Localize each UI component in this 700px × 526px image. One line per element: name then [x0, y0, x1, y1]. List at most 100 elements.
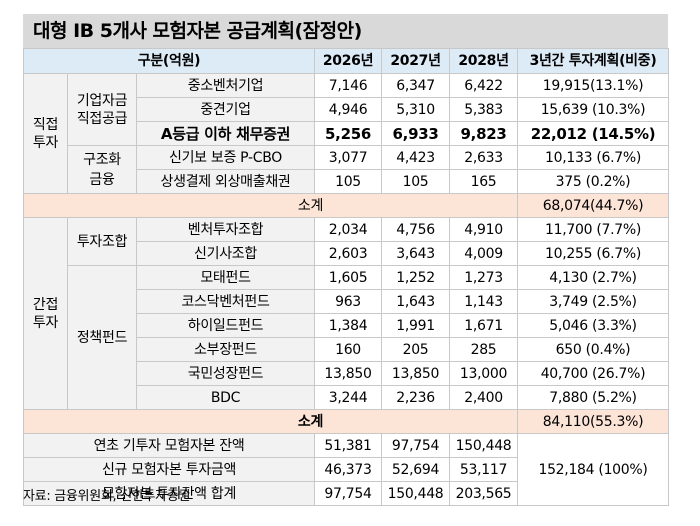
table-row: 중견기업 4,946 5,310 5,383 15,639 (10.3%)	[24, 97, 670, 122]
cell-2026: 13,850	[314, 361, 383, 386]
row-name: 소부장펀드	[135, 337, 316, 362]
cell-2028: 2,633	[449, 145, 519, 170]
cell-2028: 4,009	[449, 241, 519, 266]
direct-group2-label: 구조화 금융	[67, 145, 137, 194]
cell-2026: 1,605	[314, 265, 383, 290]
summary-row: 연초 기투자 모험자본 잔액 51,381 97,754 150,448 152…	[22, 433, 670, 506]
cell-2027: 1,991	[381, 313, 451, 338]
row-name: 상생결제 외상매출채권	[135, 169, 316, 194]
cell-total: 10,255 (6.7%)	[517, 241, 670, 266]
cell-2026: 3,077	[314, 145, 383, 170]
cell-2028: 13,000	[449, 361, 519, 386]
row-name: 신기보 보증 P-CBO	[135, 145, 316, 170]
cell-2027: 13,850	[381, 361, 451, 386]
table-row: 정책펀드 모태펀드 1,605 1,252 1,273 4,130 (2.7%)	[24, 265, 670, 410]
cell-2026: 3,244	[314, 385, 383, 410]
subtotal-label: 소계	[22, 193, 519, 218]
header-2026: 2026년	[314, 48, 383, 74]
cell-total: 15,639 (10.3%)	[517, 97, 670, 122]
cell-2026: 2,034	[314, 217, 383, 242]
row-name: 코스닥벤처펀드	[135, 289, 316, 314]
summary-row: 신규 모험자본 투자금액 46,373 52,694 53,117	[22, 457, 669, 482]
cell-2028: 1,671	[449, 313, 519, 338]
row-name: 벤처투자조합	[135, 217, 316, 242]
table-row: 직접 투자 기업자금 직접공급 중소벤처기업 7,146 6,347 6,422…	[23, 73, 670, 194]
header-2027: 2027년	[381, 48, 451, 74]
row-name: 신기사조합	[135, 241, 316, 266]
cell-2026: 4,946	[314, 97, 383, 122]
cell-2026: 105	[314, 169, 383, 194]
summary-row: 모함자본 투자잔액 합계 97,754 150,448 203,565	[22, 481, 669, 506]
cell-2027: 2,236	[381, 385, 451, 410]
cell-2026: 46,373	[314, 457, 383, 482]
cell-2027: 5,310	[381, 97, 451, 122]
cell-2026: 97,754	[314, 481, 383, 506]
table-row: 코스닥벤처펀드 963 1,643 1,143 3,749 (2.5%)	[24, 289, 670, 314]
cell-2026: 160	[314, 337, 383, 362]
cell-total: 11,700 (7.7%)	[517, 217, 670, 242]
cell-2027: 1,643	[381, 289, 451, 314]
row-name: BDC	[135, 385, 316, 410]
cell-2028: 150,448	[449, 433, 519, 458]
capital-supply-table: 구분(억원) 2026년 2027년 2028년 3년간 투자계획(비중) 직접…	[22, 48, 670, 506]
cell-2026: 2,603	[314, 241, 383, 266]
direct-group1-label: 기업자금 직접공급	[67, 73, 137, 146]
cell-2027: 205	[381, 337, 451, 362]
cell-2027: 1,252	[381, 265, 451, 290]
cell-2028: 53,117	[449, 457, 519, 482]
cell-2027: 52,694	[381, 457, 451, 482]
cell-2028: 1,143	[449, 289, 519, 314]
table-row: 간접 투자 투자조합 벤처투자조합 2,034 4,756 4,910 11,7…	[23, 217, 670, 410]
table-row: A등급 이하 채무증권 5,256 6,933 9,823 22,012 (14…	[24, 121, 670, 146]
cell-2028: 203,565	[449, 481, 519, 506]
table-row: 국민성장펀드 13,850 13,850 13,000 40,700 (26.7…	[24, 361, 670, 386]
cell-total: 152,184 (100%)	[517, 433, 670, 506]
cell-2026: 963	[314, 289, 383, 314]
row-name: 중견기업	[135, 97, 316, 122]
cell-total: 40,700 (26.7%)	[517, 361, 670, 386]
cell-2026: 1,384	[314, 313, 383, 338]
row-name: 중소벤처기업	[135, 73, 316, 98]
cell-2027: 4,756	[381, 217, 451, 242]
source-note: 자료: 금융위원회, 신한투자증권	[23, 489, 191, 504]
cell-total: 19,915(13.1%)	[517, 73, 670, 98]
header-category: 구분(억원)	[22, 48, 316, 74]
cell-2028: 165	[449, 169, 519, 194]
table-title: 대형 IB 5개사 모험자본 공급계획(잠정안)	[23, 14, 668, 48]
cell-2028: 6,422	[449, 73, 519, 98]
indirect-group2-label: 정책펀드	[67, 265, 137, 410]
cell-2027: 105	[381, 169, 451, 194]
cell-2027: 4,423	[381, 145, 451, 170]
cell-total: 7,880 (5.2%)	[517, 385, 670, 410]
subtotal-row: 소계 84,110(55.3%)	[22, 409, 670, 434]
cell-2027: 97,754	[381, 433, 451, 458]
summary-name: 모함자본 투자잔액 합계	[22, 481, 316, 506]
table-container: 대형 IB 5개사 모험자본 공급계획(잠정안) 구분(억원) 2026년 20…	[22, 14, 670, 506]
table-row: 신기사조합 2,603 3,643 4,009 10,255 (6.7%)	[24, 241, 670, 266]
cell-total: 3,749 (2.5%)	[517, 289, 670, 314]
table-row: 상생결제 외상매출채권 105 105 165 375 (0.2%)	[24, 169, 670, 194]
subtotal-row: 소계 68,074(44.7%)	[22, 193, 670, 218]
row-name: 국민성장펀드	[135, 361, 316, 386]
cell-2027: 6,933	[381, 121, 451, 146]
cell-2027: 3,643	[381, 241, 451, 266]
cell-2028: 285	[449, 337, 519, 362]
row-name: 하이일드펀드	[135, 313, 316, 338]
table-row: 소부장펀드 160 205 285 650 (0.4%)	[24, 337, 670, 362]
cell-total: 4,130 (2.7%)	[517, 265, 670, 290]
cell-2026: 5,256	[314, 121, 383, 146]
summary-name: 신규 모험자본 투자금액	[22, 457, 316, 482]
cell-2027: 6,347	[381, 73, 451, 98]
cell-total: 10,133 (6.7%)	[517, 145, 670, 170]
header-row: 구분(억원) 2026년 2027년 2028년 3년간 투자계획(비중)	[22, 48, 670, 74]
cell-2026: 7,146	[314, 73, 383, 98]
table-row: 구조화 금융 신기보 보증 P-CBO 3,077 4,423 2,633 10…	[24, 145, 670, 194]
table-row: 하이일드펀드 1,384 1,991 1,671 5,046 (3.3%)	[24, 313, 670, 338]
cell-2028: 9,823	[449, 121, 519, 146]
cell-total: 5,046 (3.3%)	[517, 313, 670, 338]
indirect-investment-label: 간접 투자	[23, 217, 68, 410]
cell-2028: 2,400	[449, 385, 519, 410]
subtotal-total: 84,110(55.3%)	[517, 409, 670, 434]
header-2028: 2028년	[449, 48, 519, 74]
indirect-group1-label: 투자조합	[67, 217, 137, 266]
